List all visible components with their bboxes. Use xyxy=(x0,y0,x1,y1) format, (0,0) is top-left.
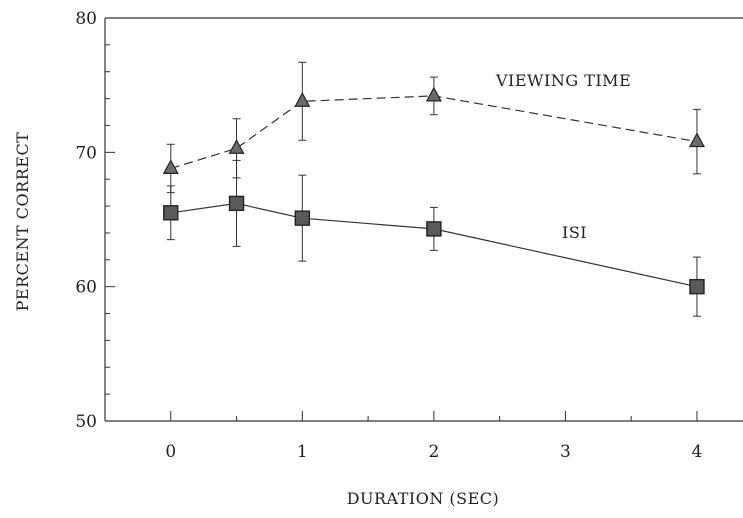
square-marker xyxy=(689,278,705,295)
triangle-marker xyxy=(162,159,179,174)
square-marker xyxy=(294,210,311,226)
square-marker xyxy=(426,221,442,237)
x-tick-label: 1 xyxy=(297,442,308,462)
y-axis-title: PERCENT CORRECT xyxy=(13,132,32,312)
y-tick-label: 50 xyxy=(75,412,97,432)
series-line xyxy=(170,95,698,170)
square-marker xyxy=(163,205,179,221)
x-tick-label: 0 xyxy=(165,442,176,462)
triangle-marker xyxy=(294,91,311,107)
x-tick-label: 2 xyxy=(428,442,439,462)
series-label: ISI xyxy=(562,223,587,242)
series-viewing-time: VIEWING TIME xyxy=(162,61,705,194)
x-axis: 0 1 2 3 4 xyxy=(165,411,702,462)
y-tick-label: 60 xyxy=(75,278,97,298)
x-tick-label: 4 xyxy=(692,442,703,462)
triangle-marker xyxy=(688,132,705,148)
triangle-marker xyxy=(425,86,442,102)
series-isi: ISI xyxy=(163,159,705,317)
x-axis-title: DURATION (SEC) xyxy=(347,489,500,508)
series-label: VIEWING TIME xyxy=(495,71,631,90)
y-axis: 50 60 70 80 xyxy=(75,9,115,432)
y-tick-label: 70 xyxy=(75,143,97,163)
x-tick-label: 3 xyxy=(560,442,571,462)
square-marker xyxy=(228,195,245,212)
triangle-marker xyxy=(228,138,245,154)
series-layer: VIEWING TIME ISI xyxy=(162,61,705,317)
y-tick-label: 80 xyxy=(75,9,97,29)
plot-frame xyxy=(104,17,743,422)
